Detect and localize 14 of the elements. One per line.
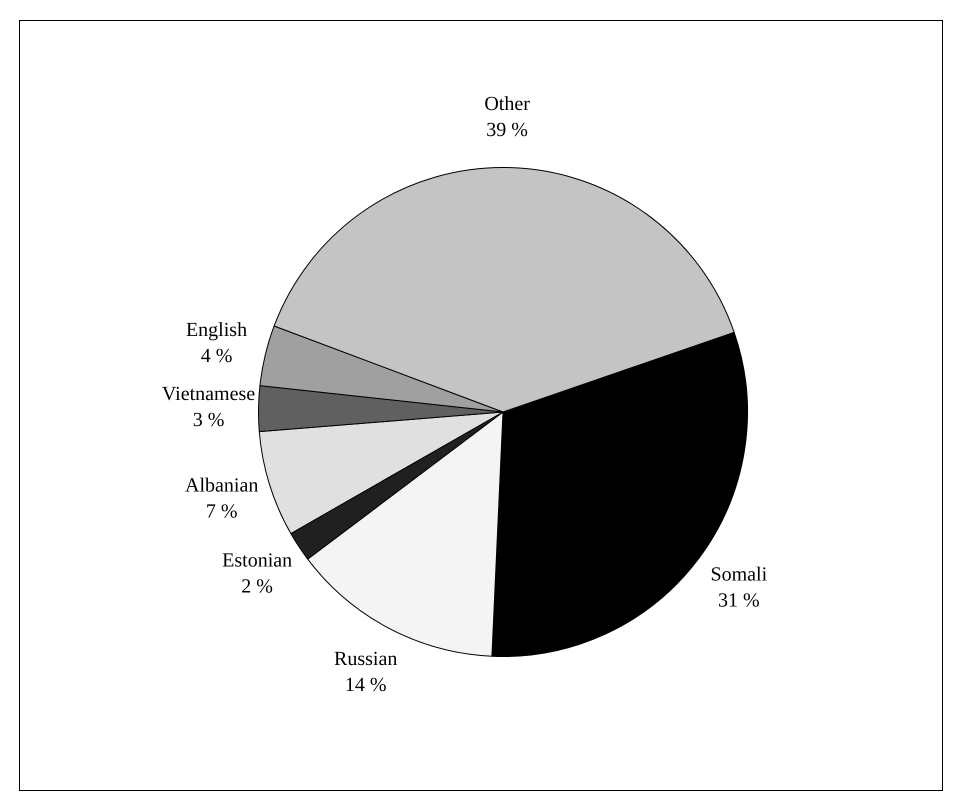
slice-label: Albanian — [185, 474, 258, 496]
data-label: 7 % — [206, 500, 238, 522]
data-label: 3 % — [192, 409, 224, 432]
slice-label: English — [186, 319, 248, 341]
data-label: 4 % — [200, 345, 232, 367]
data-label: 31 % — [718, 590, 760, 612]
slice-label: Other — [484, 92, 530, 115]
slice-label: Russian — [334, 648, 398, 670]
data-label: 14 % — [344, 674, 386, 696]
slice-label: Estonian — [222, 549, 292, 572]
slice-label: Somali — [710, 564, 768, 586]
data-label: 2 % — [241, 575, 273, 598]
data-label: 39 % — [486, 118, 528, 141]
slice-label: Vietnamese — [162, 383, 256, 406]
